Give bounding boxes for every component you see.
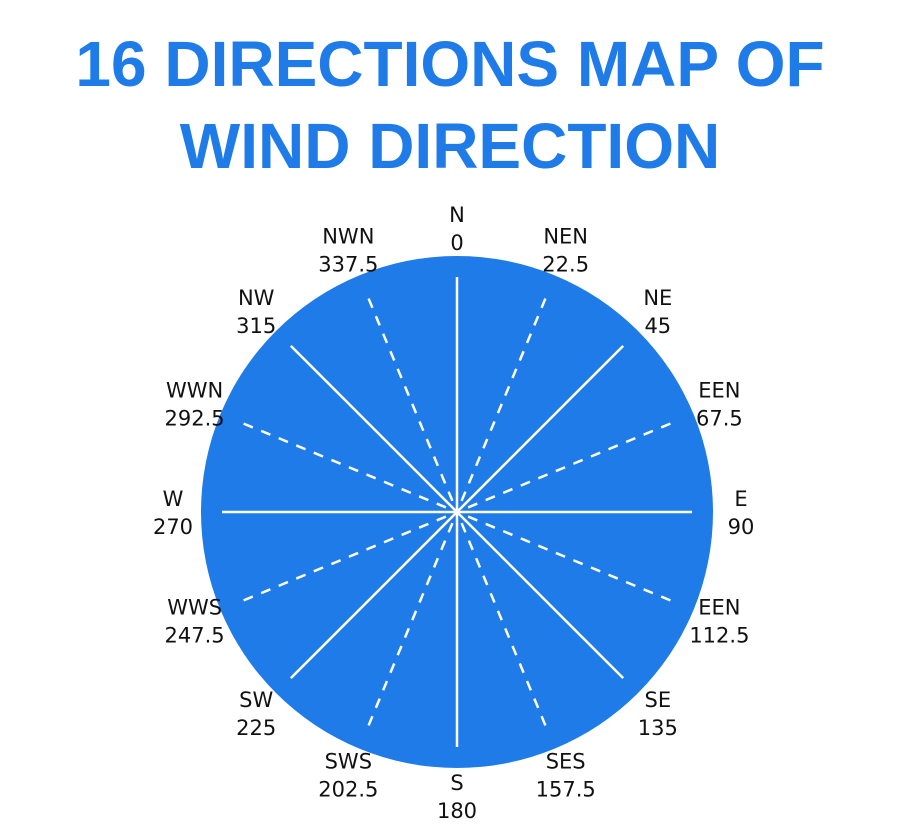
direction-degrees: 45 [644, 314, 671, 338]
direction-degrees: 202.5 [318, 777, 378, 801]
direction-degrees: 315 [236, 314, 276, 338]
direction-degrees: 112.5 [689, 624, 749, 648]
direction-label: NW 315 [236, 286, 276, 338]
direction-degrees: 247.5 [165, 624, 225, 648]
direction-degrees: 292.5 [165, 406, 225, 430]
direction-label: SWS 202.5 [318, 749, 378, 801]
direction-name: NWN [322, 225, 374, 249]
direction-name: S [450, 771, 463, 795]
direction-name: NW [238, 286, 275, 310]
direction-line-45 [456, 344, 625, 513]
direction-degrees: 90 [728, 515, 755, 539]
direction-name: W [163, 487, 184, 511]
direction-label: NE 45 [643, 286, 672, 338]
direction-name: SW [239, 688, 273, 712]
direction-label: NEN 22.5 [542, 225, 589, 277]
direction-name: SES [546, 749, 586, 773]
direction-label: W 270 [153, 487, 193, 539]
direction-degrees: 180 [437, 799, 477, 823]
direction-line-225 [289, 511, 458, 680]
direction-line-315 [289, 344, 458, 513]
direction-name: WWN [166, 378, 223, 402]
direction-name: NEN [543, 225, 588, 249]
direction-label: WWS 247.5 [165, 596, 225, 648]
direction-degrees: 67.5 [696, 406, 743, 430]
direction-name: WWS [167, 596, 222, 620]
direction-label: WWN 292.5 [165, 378, 225, 430]
direction-degrees: 135 [638, 716, 678, 740]
direction-degrees: 225 [236, 716, 276, 740]
direction-label: E 90 [728, 487, 755, 539]
direction-name: E [734, 487, 747, 511]
direction-label: N0 [449, 203, 465, 255]
direction-degrees: 157.5 [536, 777, 596, 801]
direction-label: SE 135 [638, 688, 678, 740]
direction-name: EEN [698, 596, 740, 620]
direction-lines [222, 277, 692, 747]
direction-name: SE [645, 688, 672, 712]
direction-labels: N0 NEN22.5NE45EEN67.5E90EEN112.5SE135SES1… [153, 203, 754, 823]
direction-degrees: 0 [450, 231, 463, 255]
title-line-1: 16 DIRECTIONS MAP OF [75, 28, 825, 100]
direction-name: N [449, 203, 465, 227]
direction-degrees: 270 [153, 515, 193, 539]
direction-name: NE [643, 286, 672, 310]
direction-label: S 180 [437, 771, 477, 823]
direction-label: SW 225 [236, 688, 276, 740]
direction-line-135 [456, 511, 625, 680]
direction-degrees: 337.5 [318, 253, 378, 277]
direction-label: NWN 337.5 [318, 225, 378, 277]
direction-degrees: 22.5 [542, 253, 589, 277]
direction-name: EEN [698, 378, 740, 402]
direction-label: EEN 67.5 [696, 378, 743, 430]
direction-label: EEN 112.5 [689, 596, 749, 648]
direction-name: SWS [325, 749, 372, 773]
title-line-2: WIND DIRECTION [179, 110, 721, 182]
direction-label: SES 157.5 [536, 749, 596, 801]
